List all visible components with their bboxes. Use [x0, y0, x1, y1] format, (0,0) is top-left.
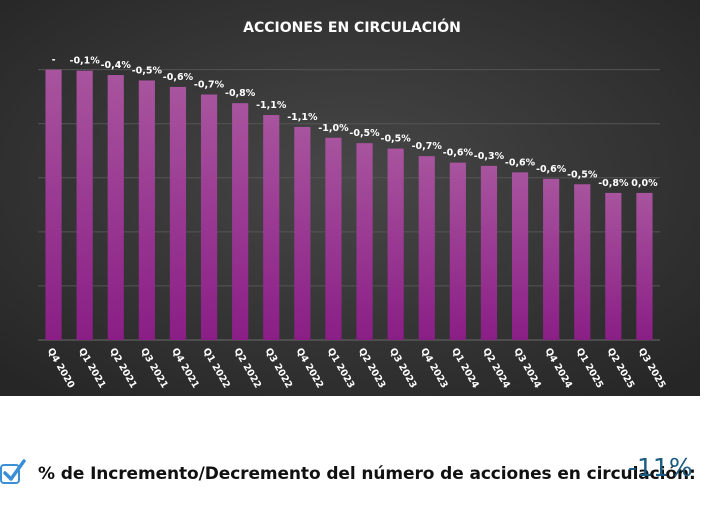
data-label: -0,1% — [70, 56, 101, 67]
data-label: -0,6% — [536, 164, 567, 175]
data-label: -0,5% — [381, 134, 412, 145]
bar-q2-2024 — [480, 165, 498, 340]
summary-footer: % de Incremento/Decremento del número de… — [0, 450, 724, 500]
data-label: 0,0% — [631, 178, 658, 189]
bar-q2-2022 — [232, 103, 249, 341]
bar-q4-2021 — [169, 86, 187, 340]
data-label: -0,5% — [132, 65, 163, 76]
data-label: -0,6% — [443, 148, 474, 159]
data-label: -1,1% — [256, 100, 287, 111]
bar-q3-2021 — [138, 80, 155, 340]
bar-q4-2020 — [45, 69, 62, 340]
bar-q3-2025 — [636, 192, 653, 340]
bar-q1-2024 — [449, 162, 466, 340]
bar-q4-2022 — [294, 126, 311, 340]
bar-q1-2022 — [200, 94, 218, 341]
data-label: -0,6% — [163, 72, 194, 83]
shares-outstanding-chart: ACCIONES EN CIRCULACIÓN - -0,1% -0,4% -0,5%… — [0, 0, 700, 396]
bar-q1-2025 — [574, 184, 591, 340]
bar-q3-2023 — [387, 148, 404, 340]
summary-value: -11% — [628, 453, 693, 482]
data-labels: - -0,1% -0,4% -0,5%-0,6%-0,7%-0,8%-1,1%-1,1… — [52, 55, 659, 189]
bar-q4-2024 — [543, 178, 560, 340]
data-label: -0,5% — [349, 128, 380, 139]
chart-panel: ACCIONES EN CIRCULACIÓN - -0,1% -0,4% -0,5%… — [0, 0, 700, 396]
bar-q2-2023 — [356, 143, 373, 340]
bar-q2-2021 — [107, 75, 124, 340]
data-label: -0,3% — [474, 151, 505, 162]
data-label: -0,6% — [505, 157, 536, 168]
data-label: -1,1% — [287, 112, 318, 123]
bars — [45, 69, 653, 341]
data-label: -0,8% — [598, 178, 629, 189]
bar-q2-2025 — [605, 192, 622, 340]
data-label: -0,4% — [101, 60, 132, 71]
data-label: -0,7% — [194, 80, 225, 91]
data-label: -0,5% — [567, 169, 598, 180]
data-label: -0,7% — [412, 141, 443, 152]
chart-title: ACCIONES EN CIRCULACIÓN — [243, 18, 461, 36]
data-label: -1,0% — [318, 123, 349, 134]
data-label: - — [52, 55, 56, 66]
bar-q3-2022 — [263, 115, 280, 340]
summary-label: % de Incremento/Decremento del número de… — [38, 464, 696, 484]
data-label: -0,8% — [225, 88, 256, 99]
bar-q1-2021 — [76, 70, 93, 340]
bar-q1-2023 — [325, 137, 342, 340]
bar-q4-2023 — [418, 156, 435, 340]
checkmark-icon — [0, 459, 26, 484]
bar-q3-2024 — [511, 172, 529, 340]
